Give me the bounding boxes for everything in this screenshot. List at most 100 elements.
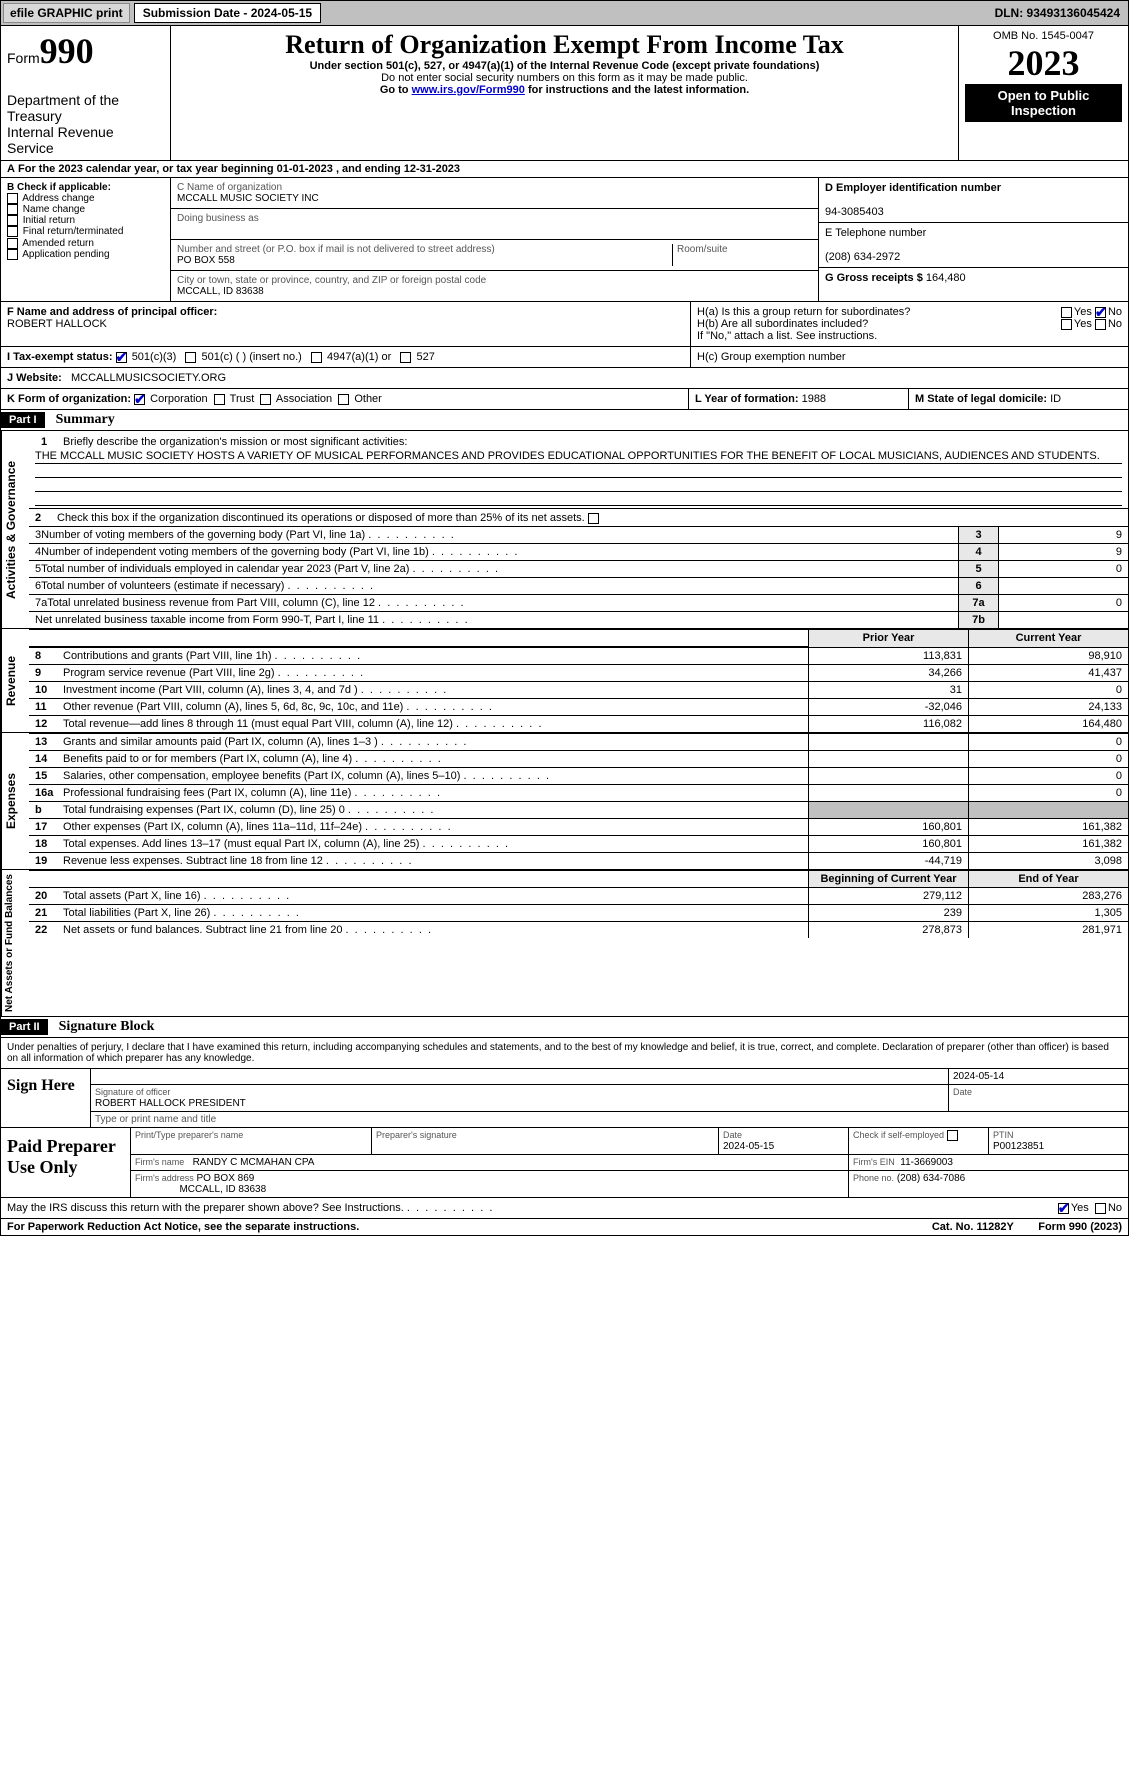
hb-note: If "No," attach a list. See instructions… [697, 330, 877, 342]
self-emp-label: Check if self-employed [853, 1130, 960, 1140]
current-value: 0 [968, 733, 1128, 750]
k-trust[interactable] [214, 394, 225, 405]
checkbox-name-change[interactable] [7, 204, 18, 215]
firm-name-label: Firm's name [135, 1157, 184, 1167]
current-value: 98,910 [968, 647, 1128, 664]
org-name: MCCALL MUSIC SOCIETY INC [177, 193, 319, 204]
line-text: Total revenue—add lines 8 through 11 (mu… [63, 718, 542, 730]
prior-value: 116,082 [808, 715, 968, 732]
firm-ein: 11-3669003 [900, 1157, 953, 1168]
i-4947[interactable] [311, 352, 322, 363]
prior-value [808, 801, 968, 818]
checkbox-final-return[interactable] [7, 226, 18, 237]
line1-label: Briefly describe the organization's miss… [63, 436, 1116, 448]
efile-print-button[interactable]: efile GRAPHIC print [3, 3, 130, 23]
irs-link[interactable]: www.irs.gov/Form990 [412, 84, 525, 96]
k-corp[interactable] [134, 394, 145, 405]
self-emp-checkbox[interactable] [947, 1130, 958, 1141]
line-value [998, 611, 1128, 628]
line-text: Total number of individuals employed in … [41, 563, 498, 575]
pra-notice: For Paperwork Reduction Act Notice, see … [7, 1221, 359, 1233]
street-value: PO BOX 558 [177, 255, 235, 266]
prior-value: 31 [808, 681, 968, 698]
prior-value: 34,266 [808, 664, 968, 681]
top-bar: efile GRAPHIC print Submission Date - 20… [0, 0, 1129, 26]
gross-receipts: 164,480 [926, 272, 966, 284]
hb-yes[interactable] [1061, 319, 1072, 330]
ha-no[interactable] [1095, 307, 1106, 318]
i-label: I Tax-exempt status: [7, 351, 113, 363]
year-formation: 1988 [802, 393, 826, 405]
line-text: Total number of volunteers (estimate if … [41, 580, 373, 592]
discuss-no[interactable] [1095, 1203, 1106, 1214]
current-value: 1,305 [968, 904, 1128, 921]
line-text: Professional fundraising fees (Part IX, … [63, 787, 440, 799]
part2-header: Part II Signature Block [0, 1017, 1129, 1038]
col-begin: Beginning of Current Year [808, 870, 968, 887]
line2-checkbox[interactable] [588, 513, 599, 524]
k-other[interactable] [338, 394, 349, 405]
current-value [968, 801, 1128, 818]
paid-label: Paid Preparer Use Only [1, 1128, 131, 1197]
prior-value [808, 767, 968, 784]
c-name-label: C Name of organization [177, 182, 282, 193]
line-value: 0 [998, 594, 1128, 611]
firm-addr2: MCCALL, ID 83638 [179, 1184, 266, 1195]
line-text: Investment income (Part VIII, column (A)… [63, 684, 446, 696]
current-value: 281,971 [968, 921, 1128, 938]
i-527[interactable] [400, 352, 411, 363]
vlabel-governance: Activities & Governance [1, 431, 29, 628]
discuss-no-label: No [1108, 1202, 1122, 1214]
sign-here-label: Sign Here [1, 1069, 91, 1127]
prior-value [808, 750, 968, 767]
prior-value: 278,873 [808, 921, 968, 938]
line-text: Total fundraising expenses (Part IX, col… [63, 804, 434, 816]
summary-revenue: Revenue Prior Year Current Year 8Contrib… [0, 629, 1129, 733]
checkbox-initial-return[interactable] [7, 215, 18, 226]
tax-year: 2023 [965, 42, 1122, 84]
city-label: City or town, state or province, country… [177, 275, 486, 286]
dba-label: Doing business as [177, 213, 259, 224]
street-label: Number and street (or P.O. box if mail i… [177, 244, 495, 255]
b-opt-4: Amended return [22, 238, 94, 249]
j-label: J Website: [7, 372, 62, 384]
line-box: 4 [958, 543, 998, 560]
discuss-yes[interactable] [1058, 1203, 1069, 1214]
prior-value: -44,719 [808, 852, 968, 869]
current-value: 0 [968, 767, 1128, 784]
line-text: Grants and similar amounts paid (Part IX… [63, 736, 467, 748]
goto-pre: Go to [380, 84, 412, 96]
b-opt-5: Application pending [22, 249, 109, 260]
firm-addr1: PO BOX 869 [197, 1173, 255, 1184]
goto-post: for instructions and the latest informat… [525, 84, 749, 96]
status-section: I Tax-exempt status: 501(c)(3) 501(c) ( … [0, 347, 1129, 368]
dept-treasury: Department of the Treasury [7, 92, 164, 124]
line-a-tax-year: A For the 2023 calendar year, or tax yea… [0, 161, 1129, 178]
i-501c3[interactable] [116, 352, 127, 363]
org-form-row: K Form of organization: Corporation Trus… [0, 389, 1129, 410]
ptin-label: PTIN [993, 1130, 1014, 1140]
irs-label: Internal Revenue Service [7, 124, 164, 156]
k-assoc[interactable] [260, 394, 271, 405]
i-501c[interactable] [185, 352, 196, 363]
city-value: MCCALL, ID 83638 [177, 286, 264, 297]
i-opt-2: 4947(a)(1) or [327, 351, 391, 363]
g-label: G Gross receipts $ [825, 272, 923, 284]
dln-number: DLN: 93493136045424 [987, 4, 1128, 22]
prep-sig-label: Preparer's signature [376, 1130, 457, 1140]
k-label: K Form of organization: [7, 393, 131, 405]
sig-officer-label: Signature of officer [95, 1087, 170, 1097]
form-ref: Form 990 (2023) [1038, 1221, 1122, 1233]
mission-text: THE MCCALL MUSIC SOCIETY HOSTS A VARIETY… [35, 450, 1122, 464]
checkbox-address-change[interactable] [7, 193, 18, 204]
k-opt-1: Trust [230, 393, 255, 405]
ha-yes[interactable] [1061, 307, 1072, 318]
m-label: M State of legal domicile: [915, 393, 1047, 405]
checkbox-amended[interactable] [7, 238, 18, 249]
hb-no[interactable] [1095, 319, 1106, 330]
part2-title: Signature Block [51, 1017, 163, 1037]
col-prior: Prior Year [808, 629, 968, 647]
checkbox-app-pending[interactable] [7, 249, 18, 260]
line-text: Total unrelated business revenue from Pa… [47, 597, 463, 609]
summary-expenses: Expenses 13Grants and similar amounts pa… [0, 733, 1129, 870]
